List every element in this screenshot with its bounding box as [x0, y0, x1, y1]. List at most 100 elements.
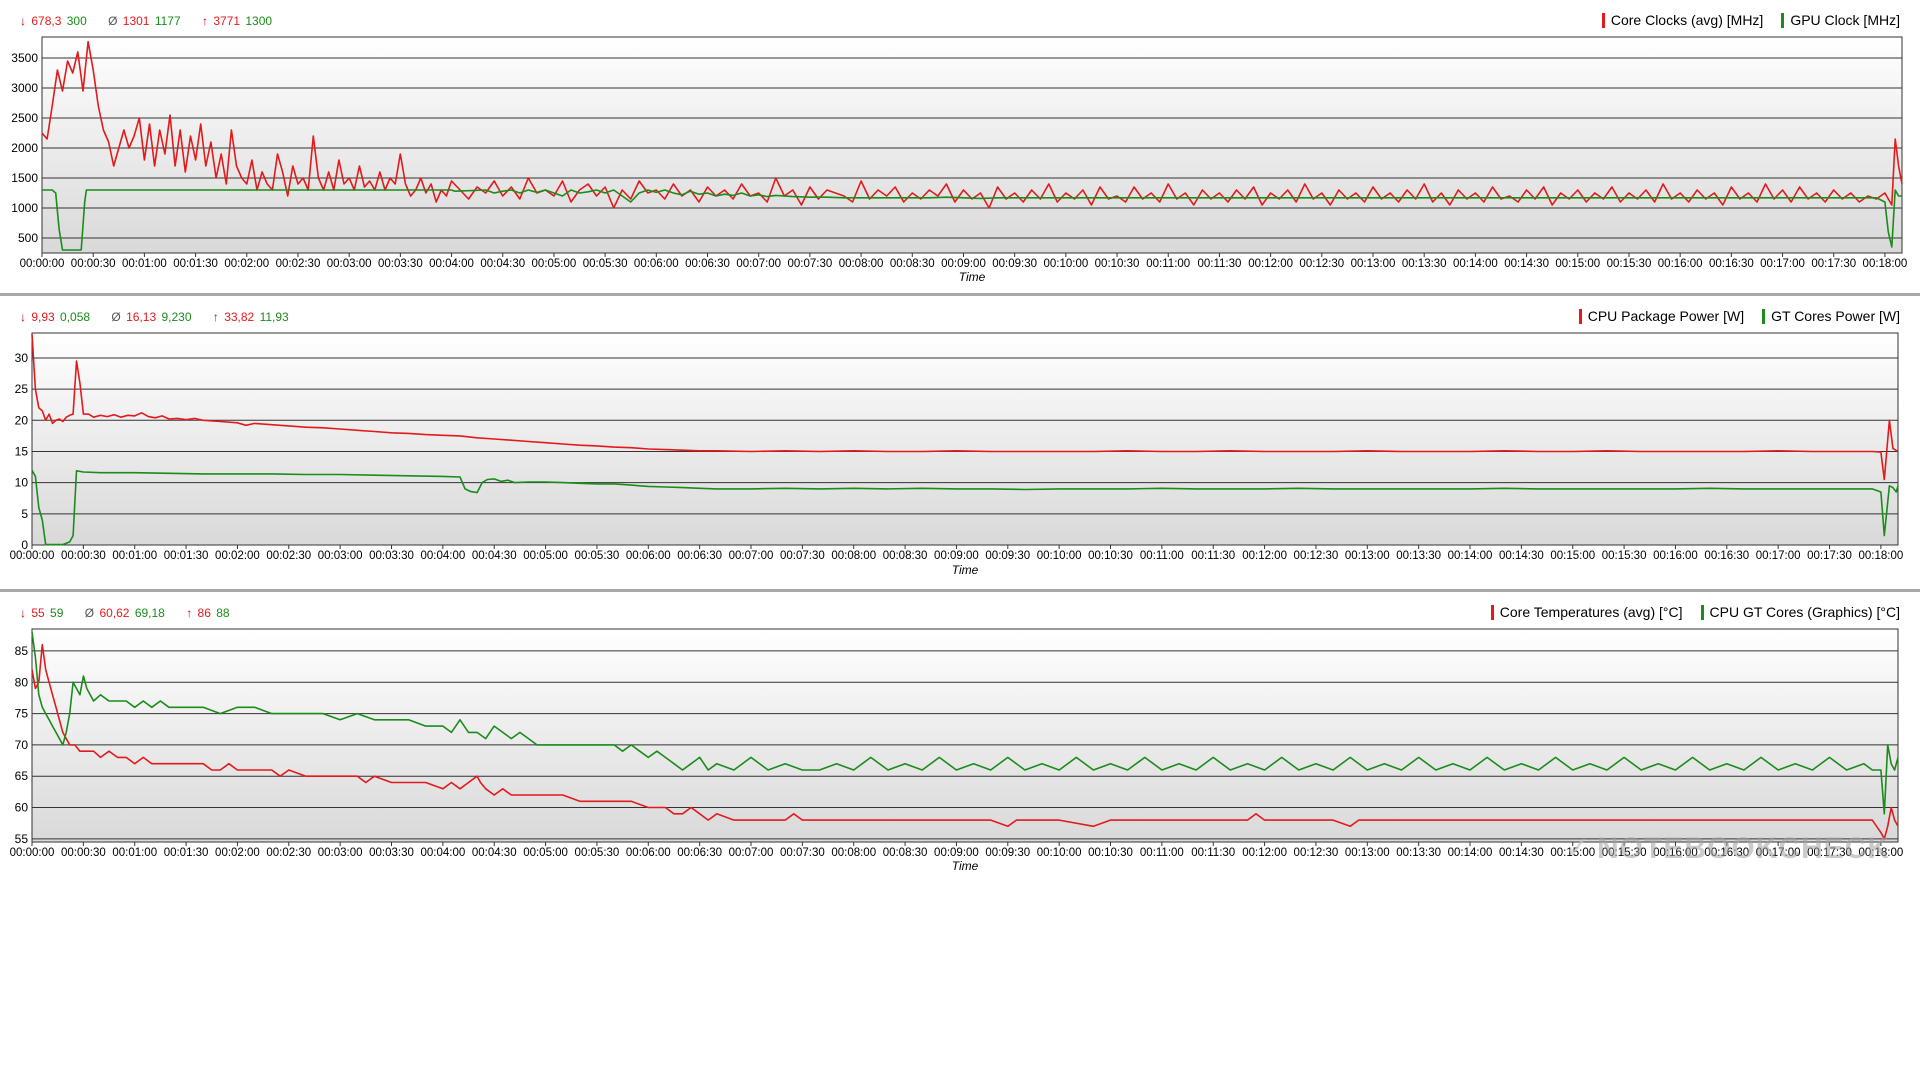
- x-tick-label: 00:14:30: [1504, 258, 1549, 270]
- x-tick-label: 00:15:00: [1550, 847, 1595, 859]
- x-tick-label: 00:16:00: [1653, 847, 1698, 859]
- x-tick-label: 00:11:00: [1140, 550, 1184, 562]
- x-tick-label: 00:07:30: [788, 258, 833, 270]
- x-tick-label: 00:00:00: [10, 847, 55, 859]
- x-tick-label: 00:09:30: [985, 847, 1030, 859]
- x-tick-label: 00:11:30: [1197, 258, 1241, 270]
- x-tick-label: 00:01:30: [173, 258, 218, 270]
- y-tick-label: 3500: [11, 51, 38, 65]
- x-tick-label: 00:09:30: [985, 550, 1030, 562]
- y-tick-label: 20: [15, 413, 29, 427]
- avg-label: Ø: [111, 310, 121, 324]
- plot-background: [32, 333, 1898, 545]
- legend-swatch: [1601, 12, 1605, 28]
- min-value-red: 678,3: [31, 14, 62, 28]
- x-tick-label: 00:02:00: [215, 550, 260, 562]
- legend-item-green[interactable]: CPU GT Cores (Graphics) [°C]: [1700, 604, 1900, 620]
- y-tick-label: 3000: [11, 81, 38, 95]
- x-tick-label: 00:09:30: [992, 258, 1037, 270]
- y-tick-label: 1500: [11, 171, 38, 185]
- max-label: ↑: [186, 606, 193, 620]
- legend-item-green[interactable]: GT Cores Power [W]: [1762, 308, 1900, 324]
- series-line-green: [31, 631, 1899, 815]
- x-tick-label: 00:09:00: [941, 258, 986, 270]
- x-tick-label: 00:10:30: [1095, 258, 1140, 270]
- series-line-red: [31, 334, 1899, 481]
- x-tick-label: 00:13:00: [1345, 550, 1390, 562]
- x-tick-label: 00:03:00: [318, 550, 363, 562]
- x-tick-label: 00:14:00: [1453, 258, 1498, 270]
- y-tick-label: 80: [15, 675, 29, 689]
- x-tick-label: 00:06:00: [626, 550, 671, 562]
- max-value-red: 3771: [213, 14, 241, 28]
- plot-frame: [41, 36, 1903, 254]
- x-tick-label: 00:07:30: [780, 550, 825, 562]
- x-tick-label: 00:18:00: [1863, 258, 1908, 270]
- stats-bar: ↓ 9,93 0,058 Ø 16,13 9,230 ↑ 33,82 11,93: [20, 310, 307, 324]
- legend: Core Clocks (avg) [MHz] GPU Clock [MHz]: [1601, 12, 1900, 28]
- x-tick-label: 00:17:30: [1811, 258, 1856, 270]
- plot-area: 500 1000 1500 2000 2500 3000 3500 00:00:00 00:00…: [11, 36, 1908, 284]
- x-tick-label: 00:11:00: [1140, 847, 1184, 859]
- x-tick-label: 00:05:00: [523, 550, 568, 562]
- legend-label: Core Clocks (avg) [MHz]: [1610, 12, 1764, 28]
- x-tick-label: 00:12:00: [1248, 258, 1293, 270]
- x-tick-label: 00:08:30: [883, 847, 928, 859]
- x-tick-label: 00:14:30: [1499, 847, 1544, 859]
- x-tick-label: 00:06:30: [677, 847, 722, 859]
- legend-item-red[interactable]: Core Temperatures (avg) [°C]: [1490, 604, 1683, 620]
- legend-item-green[interactable]: GPU Clock [MHz]: [1781, 12, 1900, 28]
- x-tick-label: 00:01:00: [122, 258, 167, 270]
- x-axis-label: Time: [959, 270, 986, 284]
- x-tick-label: 00:03:30: [378, 258, 423, 270]
- avg-value-green: 1177: [154, 14, 181, 28]
- avg-value-green: 69,18: [134, 606, 165, 620]
- x-tick-label: 00:00:30: [71, 258, 116, 270]
- x-tick-label: 00:13:30: [1396, 550, 1441, 562]
- x-tick-label: 00:16:00: [1658, 258, 1703, 270]
- x-tick-label: 00:02:30: [266, 847, 311, 859]
- x-tick-label: 00:10:00: [1037, 550, 1082, 562]
- max-value-red: 33,82: [224, 310, 255, 324]
- x-tick-label: 00:04:30: [472, 550, 517, 562]
- min-value-red: 55: [31, 606, 45, 620]
- x-tick-label: 00:15:30: [1602, 550, 1647, 562]
- x-tick-label: 00:07:00: [736, 258, 781, 270]
- y-tick-label: 5: [21, 507, 28, 521]
- y-tick-label: 75: [15, 707, 29, 721]
- x-tick-label: 00:00:00: [20, 258, 65, 270]
- y-tick-label: 15: [15, 444, 29, 458]
- x-tick-label: 00:01:30: [164, 550, 209, 562]
- x-tick-label: 00:05:30: [583, 258, 628, 270]
- x-tick-label: 00:05:00: [523, 847, 568, 859]
- y-tick-label: 25: [15, 382, 29, 396]
- x-tick-label: 00:06:30: [685, 258, 730, 270]
- x-tick-label: 00:14:00: [1448, 550, 1493, 562]
- series-line-red: [31, 643, 1899, 840]
- x-tick-label: 00:02:30: [266, 550, 311, 562]
- plot-area: 55 60 65 70 75 80 85 00:00:00 00:00:30 00:01:00 00…: [10, 628, 1903, 873]
- max-label: ↑: [212, 310, 219, 324]
- x-tick-label: 00:12:30: [1294, 847, 1339, 859]
- x-tick-label: 00:13:00: [1351, 258, 1396, 270]
- x-tick-label: 00:11:30: [1191, 550, 1235, 562]
- max-value-green: 1300: [245, 14, 273, 28]
- x-tick-label: 00:08:30: [883, 550, 928, 562]
- avg-label: Ø: [108, 14, 118, 28]
- x-tick-label: 00:10:00: [1043, 258, 1088, 270]
- panel-divider: [0, 589, 1920, 592]
- y-tick-label: 2500: [11, 111, 38, 125]
- x-tick-label: 00:14:30: [1499, 550, 1544, 562]
- x-tick-label: 00:06:30: [677, 550, 722, 562]
- chart-panel-clocks: ↓ 678,3 300 Ø 1301 1177 ↑ 3771 1300 Core…: [0, 0, 1920, 293]
- max-label: ↑: [201, 14, 208, 28]
- min-value-red: 9,93: [31, 310, 55, 324]
- x-tick-label: 00:05:30: [575, 847, 620, 859]
- x-tick-label: 00:04:00: [429, 258, 474, 270]
- legend-item-red[interactable]: CPU Package Power [W]: [1578, 308, 1744, 324]
- legend-item-red[interactable]: Core Clocks (avg) [MHz]: [1601, 12, 1764, 28]
- y-tick-label: 30: [15, 351, 29, 365]
- x-tick-label: 00:13:30: [1396, 847, 1441, 859]
- plot-frame: [31, 628, 1899, 843]
- x-tick-label: 00:17:30: [1807, 550, 1852, 562]
